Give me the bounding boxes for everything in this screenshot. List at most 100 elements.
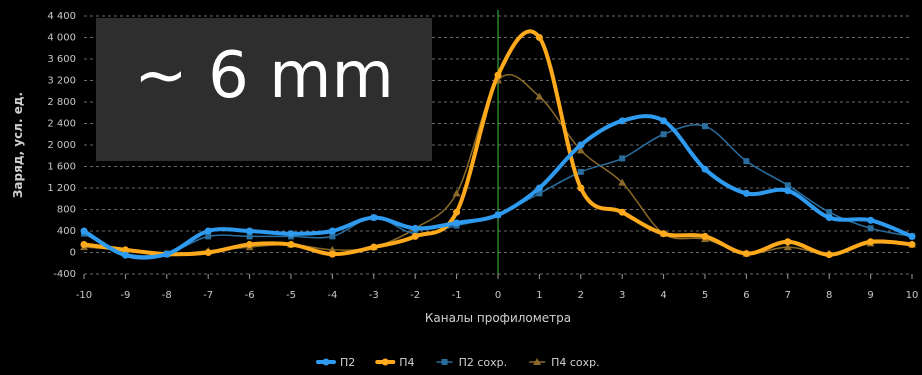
y-tick-label: 800 [57,205,76,216]
data-point [908,240,916,248]
legend-item[interactable]: П4 сохр. [529,356,600,369]
x-tick-label: 8 [826,290,832,301]
data-point [577,184,585,192]
data-point [204,227,212,235]
data-point [784,182,791,189]
x-tick-label: -10 [76,290,92,301]
legend-marker [533,358,542,365]
data-point [536,190,543,197]
data-point [701,165,709,173]
data-point [246,240,254,248]
x-tick-label: 5 [702,290,708,301]
data-point [660,131,667,138]
data-point [535,184,543,192]
data-point [411,224,419,232]
data-point [660,230,668,238]
y-tick-label: 400 [57,226,76,237]
y-tick-label: 3 600 [47,54,76,65]
data-point [743,158,750,165]
data-point [577,168,584,175]
data-point [867,238,875,246]
data-point [328,227,336,235]
x-tick-label: 4 [660,290,666,301]
x-axis-ticks: -10 -9 -8 -7 -6 -5 -4 -3 -2 -1 0 1 2 3 4 5 6 7 8 9 10 [76,274,918,301]
y-tick-label: 0 [70,248,76,259]
data-point [619,155,626,162]
data-point [453,219,461,227]
data-point [826,209,833,216]
legend-marker [381,358,389,366]
y-tick-label: 1 200 [47,183,76,194]
y-tick-label: 2 000 [47,140,76,151]
x-tick-label: -5 [286,290,296,301]
data-point [784,187,792,195]
legend-label: П2 сохр. [459,356,508,369]
y-tick-label: 2 800 [47,97,76,108]
x-tick-label: -4 [327,290,337,301]
legend-item[interactable]: П4 [375,356,415,369]
data-point [618,208,626,216]
chart-series [80,29,916,260]
data-point [494,211,502,219]
y-axis-title: Заряд, усл. ед. [11,92,25,198]
x-tick-label: 2 [578,290,584,301]
data-point [742,189,750,197]
y-tick-label: 4 000 [47,33,76,44]
data-point [246,233,253,240]
size-annotation-label: ~ 6 mm [134,39,394,113]
data-point [411,232,419,240]
chart-legend[interactable]: П2 П4 П2 сохр. П4 сохр. [316,356,600,369]
x-tick-label: 9 [867,290,873,301]
data-point [121,246,129,254]
data-point [577,141,585,149]
data-point [784,238,792,246]
data-point [742,250,750,258]
data-point [660,117,668,125]
data-point [825,251,833,259]
series-line [82,29,914,257]
data-point [701,232,709,240]
legend-item[interactable]: П2 сохр. [436,356,508,369]
x-tick-label: 6 [743,290,749,301]
x-axis-title: Каналы профилометра [425,311,571,325]
data-point [825,214,833,222]
data-point [494,71,502,79]
x-tick-label: -7 [203,290,213,301]
x-tick-label: 7 [785,290,791,301]
data-point [204,249,212,256]
x-tick-label: -1 [452,290,462,301]
legend-marker [441,359,448,365]
data-point [287,230,295,238]
data-point [205,233,212,240]
legend-marker [322,358,330,366]
data-point [618,117,626,125]
y-tick-label: 4 400 [47,11,76,22]
data-point [618,178,627,186]
data-point [328,250,336,258]
data-point [702,123,708,130]
series-П2 [80,114,916,260]
x-tick-label: -9 [120,290,130,301]
data-point [535,34,543,41]
y-axis-ticks: -400 0 400 800 1 200 1 600 2 000 2 400 2 800 3 20… [47,11,76,280]
data-point [452,189,461,197]
x-tick-label: 0 [495,290,501,301]
legend-label: П2 [340,356,355,369]
x-tick-label: -2 [410,290,420,301]
data-point [867,216,875,224]
data-point [370,243,378,251]
y-tick-label: 3 200 [47,76,76,87]
x-tick-label: -3 [369,290,379,301]
size-annotation-box: ~ 6 mm [96,18,432,161]
data-point [535,92,544,100]
y-tick-label: 2 400 [47,119,76,130]
data-point [287,240,295,248]
data-point [328,245,337,253]
data-point [246,227,254,235]
data-point [163,250,171,258]
data-point [121,251,129,259]
x-tick-label: -8 [162,290,172,301]
legend-label: П4 сохр. [551,356,600,369]
legend-item[interactable]: П2 [316,356,355,369]
y-tick-label: 1 600 [47,162,76,173]
